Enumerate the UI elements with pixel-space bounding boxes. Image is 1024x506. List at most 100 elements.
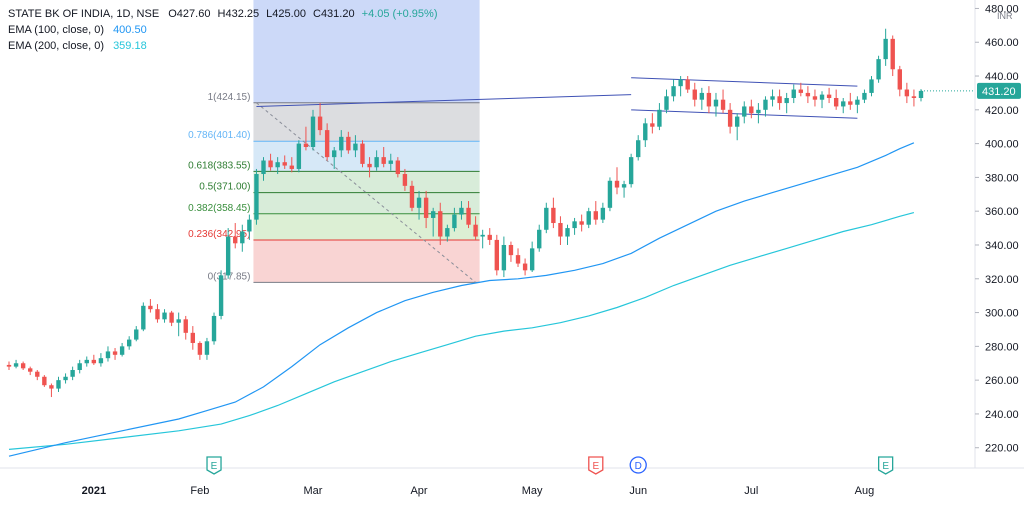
candle-body bbox=[63, 376, 68, 381]
candle-body bbox=[833, 97, 839, 107]
candle-body bbox=[664, 96, 669, 110]
ema100-label: EMA (100, close, 0) bbox=[8, 24, 104, 36]
fib-level-label: 0.618(383.55) bbox=[188, 160, 250, 171]
candle-body bbox=[233, 236, 238, 244]
fib-zone bbox=[253, 239, 480, 283]
fib-zone bbox=[253, 102, 480, 142]
candle-body bbox=[706, 92, 712, 107]
price-tick-label: 360.00 bbox=[985, 206, 1019, 218]
candle-body bbox=[671, 86, 676, 97]
candle-body bbox=[650, 123, 655, 127]
candle-body bbox=[317, 116, 323, 131]
price-tick-label: 280.00 bbox=[985, 341, 1019, 353]
candle-body bbox=[353, 143, 358, 151]
candle-body bbox=[28, 368, 33, 372]
candle-body bbox=[699, 92, 705, 100]
candle-body bbox=[784, 97, 789, 104]
ohlc-legend-row: STATE BK OF INDIA, 1D, NSE O427.60 H432.… bbox=[8, 6, 438, 22]
earnings-marker bbox=[878, 456, 894, 475]
candle-body bbox=[56, 380, 61, 389]
candle-body bbox=[819, 94, 825, 100]
candle-body bbox=[607, 180, 613, 208]
candle-body bbox=[134, 329, 139, 340]
price-tick-label: 300.00 bbox=[985, 308, 1019, 320]
candle-body bbox=[225, 236, 231, 276]
candle-body bbox=[586, 211, 591, 225]
time-tick-label: Aug bbox=[855, 485, 875, 497]
candle-body bbox=[346, 136, 351, 151]
ema200-legend-row[interactable]: EMA (200, close, 0) 359.18 bbox=[8, 38, 438, 54]
price-tick-label: 340.00 bbox=[985, 240, 1019, 252]
candle-body bbox=[20, 363, 26, 369]
price-tick-label: 240.00 bbox=[985, 409, 1019, 421]
currency-label: INR bbox=[997, 11, 1013, 21]
candle-body bbox=[628, 157, 634, 185]
price-tick-label: 420.00 bbox=[985, 105, 1019, 117]
ema100-value: 400.50 bbox=[113, 24, 147, 36]
time-tick-label: Feb bbox=[190, 485, 209, 497]
price-tick-label: 480.00 bbox=[985, 3, 1019, 15]
price-tick-label: 380.00 bbox=[985, 172, 1019, 184]
ema200-label: EMA (200, close, 0) bbox=[8, 40, 104, 52]
price-tick-label: 220.00 bbox=[985, 443, 1019, 455]
candle-body bbox=[515, 255, 521, 264]
candle-body bbox=[197, 342, 203, 355]
candle-body bbox=[466, 207, 471, 225]
candle-body bbox=[84, 359, 89, 364]
high-value: H432.25 bbox=[217, 8, 260, 20]
candle-body bbox=[812, 96, 818, 100]
candle-body bbox=[70, 370, 75, 377]
change-value: +4.05 (+0.95%) bbox=[361, 8, 438, 20]
candle-body bbox=[176, 319, 181, 323]
time-tick-label: May bbox=[522, 485, 543, 497]
candle-body bbox=[155, 309, 160, 320]
event-marker-label: D bbox=[635, 461, 642, 472]
candle-body bbox=[112, 351, 118, 355]
candle-body bbox=[713, 99, 719, 107]
fib-level-label: 0(317.85) bbox=[208, 271, 251, 282]
candle-body bbox=[643, 123, 648, 141]
candle-body bbox=[876, 59, 881, 80]
close-value: C431.20 bbox=[313, 8, 355, 20]
fib-zone bbox=[253, 141, 480, 172]
candle-body bbox=[339, 136, 344, 151]
candle-body bbox=[473, 224, 478, 237]
candle-body bbox=[487, 234, 492, 240]
candle-body bbox=[869, 79, 874, 93]
time-tick-label: Apr bbox=[410, 485, 427, 497]
price-tick-label: 400.00 bbox=[985, 139, 1019, 151]
candle-body bbox=[890, 38, 895, 70]
candle-body bbox=[13, 363, 19, 367]
candle-body bbox=[303, 143, 309, 147]
candle-body bbox=[763, 99, 768, 110]
trend-line bbox=[631, 77, 858, 87]
earnings-marker bbox=[206, 456, 222, 475]
ema100-legend-row[interactable]: EMA (100, close, 0) 400.50 bbox=[8, 22, 438, 38]
candle-body bbox=[35, 371, 40, 377]
fib-level-label: 0.382(358.45) bbox=[188, 203, 250, 214]
candle-body bbox=[218, 275, 224, 316]
candle-body bbox=[268, 160, 273, 168]
fib-zone bbox=[253, 192, 480, 214]
candle-body bbox=[49, 385, 54, 389]
symbol-label[interactable]: STATE BK OF INDIA, 1D, NSE bbox=[8, 8, 160, 20]
fib-level-label: 0.786(401.40) bbox=[188, 130, 250, 141]
price-tick-label: 260.00 bbox=[985, 375, 1019, 387]
candle-body bbox=[119, 346, 125, 355]
candle-body bbox=[459, 207, 464, 215]
price-tick-label: 440.00 bbox=[985, 71, 1019, 83]
candle-body bbox=[734, 116, 740, 127]
candle-body bbox=[855, 99, 860, 105]
candle-body bbox=[572, 221, 577, 229]
candle-body bbox=[204, 341, 210, 355]
event-marker-label: E bbox=[211, 461, 218, 472]
candle-body bbox=[416, 197, 422, 208]
candle-body bbox=[579, 221, 584, 225]
fib-level-label: 0.236(342.95) bbox=[188, 229, 250, 240]
candle-body bbox=[452, 214, 457, 229]
candle-body bbox=[742, 106, 747, 117]
event-marker-label: E bbox=[882, 461, 889, 472]
time-tick-label: Jul bbox=[744, 485, 758, 497]
